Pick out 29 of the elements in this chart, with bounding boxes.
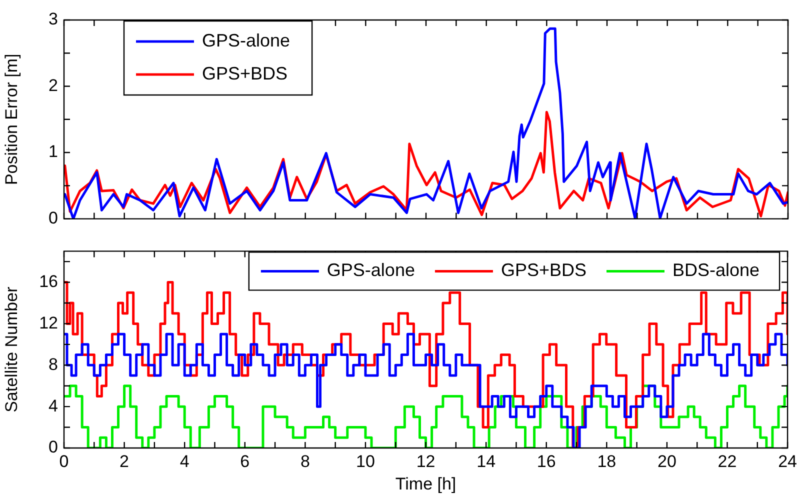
y-tick-label: 0 [48,438,58,457]
y-axis-title: Satellite Number [2,286,21,412]
x-tick-label: 12 [416,452,436,471]
x-axis-title: Time [h] [395,474,456,494]
y-tick-label: 0 [48,208,58,228]
legend-label: GPS-alone [202,30,290,50]
y-tick-label: 2 [48,76,58,95]
y-tick-label: 1 [48,142,58,162]
x-tick-label: 14 [476,452,496,471]
legend-label: GPS+BDS [202,63,288,84]
y-tick-label: 12 [39,313,58,332]
x-tick-label: 24 [778,452,798,471]
x-tick-label: 18 [597,452,616,471]
x-tick-label: 2 [120,452,130,471]
y-tick-label: 4 [48,396,58,416]
y-tick-label: 16 [39,272,58,291]
x-tick-label: 6 [240,452,250,471]
x-tick-label: 10 [356,452,375,471]
y-tick-label: 8 [48,354,58,374]
legend-label: GPS+BDS [500,260,587,280]
x-tick-label: 8 [300,452,310,471]
x-tick-label: 4 [180,452,190,471]
x-tick-label: 20 [657,452,676,471]
legend-label: GPS-alone [326,260,415,280]
legend-label: BDS-alone [672,260,760,280]
x-tick-label: 16 [536,452,556,471]
x-tick-label: 22 [718,452,737,471]
y-axis-title: Position Error [m] [2,54,21,186]
y-tick-label: 3 [48,10,58,29]
